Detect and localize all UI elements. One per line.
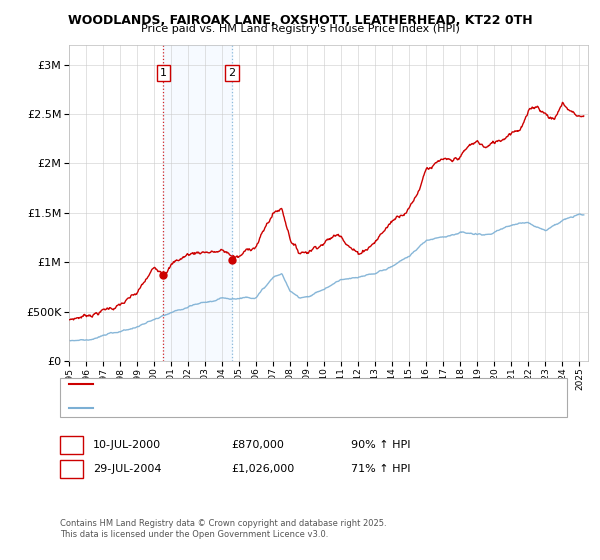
Text: HPI: Average price, detached house, Elmbridge: HPI: Average price, detached house, Elmb… — [97, 403, 332, 413]
Text: 10-JUL-2000: 10-JUL-2000 — [93, 440, 161, 450]
Text: £870,000: £870,000 — [231, 440, 284, 450]
Text: 1: 1 — [160, 68, 167, 78]
Text: £1,026,000: £1,026,000 — [231, 464, 294, 474]
Text: WOODLANDS, FAIROAK LANE, OXSHOTT, LEATHERHEAD, KT22 0TH: WOODLANDS, FAIROAK LANE, OXSHOTT, LEATHE… — [68, 14, 532, 27]
Text: 71% ↑ HPI: 71% ↑ HPI — [351, 464, 410, 474]
Text: 2: 2 — [68, 464, 75, 474]
Text: 2: 2 — [229, 68, 236, 78]
Text: Contains HM Land Registry data © Crown copyright and database right 2025.
This d: Contains HM Land Registry data © Crown c… — [60, 519, 386, 539]
Text: 1: 1 — [68, 440, 75, 450]
Bar — [163, 45, 232, 361]
Text: Price paid vs. HM Land Registry's House Price Index (HPI): Price paid vs. HM Land Registry's House … — [140, 24, 460, 34]
Text: 29-JUL-2004: 29-JUL-2004 — [93, 464, 161, 474]
Text: 90% ↑ HPI: 90% ↑ HPI — [351, 440, 410, 450]
Text: WOODLANDS, FAIROAK LANE, OXSHOTT, LEATHERHEAD, KT22 0TH (detached house): WOODLANDS, FAIROAK LANE, OXSHOTT, LEATHE… — [97, 379, 520, 389]
